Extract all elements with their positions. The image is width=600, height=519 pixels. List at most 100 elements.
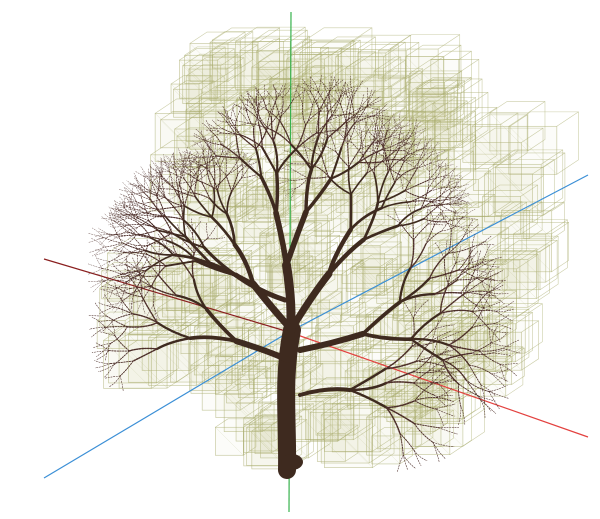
tree-branch <box>122 182 134 193</box>
tree-branch <box>226 148 230 160</box>
tree-branch <box>298 387 352 397</box>
tree-branch <box>330 108 340 121</box>
tree-branch <box>401 159 415 163</box>
tree-branch <box>409 190 431 203</box>
tree-branch <box>98 261 110 269</box>
tree-branch <box>161 178 177 191</box>
tree-branch <box>476 277 496 281</box>
tree-branch <box>475 304 484 319</box>
tree-branch <box>279 177 292 181</box>
tree-branch <box>413 382 435 396</box>
tree-branch <box>113 350 130 366</box>
voxel-cube <box>351 258 393 296</box>
tree-branch <box>167 194 178 201</box>
tree-branch <box>239 94 253 105</box>
tree-branch <box>111 207 123 220</box>
tree-branch <box>99 289 114 291</box>
tree-branch <box>204 141 218 157</box>
tree-branch <box>414 130 425 141</box>
tree-branch <box>145 238 148 258</box>
tree-branch <box>131 290 136 308</box>
tree-branch <box>233 103 248 110</box>
tree-branch <box>445 166 458 176</box>
tree-branch <box>387 155 407 173</box>
tree-branch <box>139 255 150 273</box>
tree-branch <box>117 208 135 216</box>
tree-branch <box>124 264 144 269</box>
tree-branch <box>112 207 125 209</box>
tree-branch <box>200 129 206 143</box>
tree-branch <box>125 231 137 241</box>
tree-branch <box>439 193 452 206</box>
tree-branch <box>280 97 284 117</box>
tree-branch <box>114 215 124 226</box>
tree-branch <box>409 238 415 269</box>
tree-branch <box>110 360 134 364</box>
tree-branch <box>359 134 367 150</box>
tree-branch <box>309 130 317 143</box>
tree-branch <box>142 284 153 301</box>
tree-branch <box>320 132 332 138</box>
tree-branch <box>183 221 193 234</box>
tree-branch <box>95 302 107 317</box>
tree-branch <box>439 309 474 314</box>
tree-branch <box>97 273 111 281</box>
tree-branch <box>331 136 337 153</box>
tree-branch <box>198 166 212 171</box>
tree-branch <box>165 155 175 166</box>
tree-branch <box>363 118 371 133</box>
tree-branch <box>325 111 329 139</box>
tree-branch <box>203 147 211 157</box>
tree-branch <box>399 433 404 456</box>
tree-branch <box>219 153 227 170</box>
voxel-cube <box>305 377 376 441</box>
tree-branch <box>414 383 432 402</box>
tree-branch <box>213 173 230 190</box>
tree-branch <box>130 201 144 209</box>
tree-branch <box>191 252 195 281</box>
tree-branch <box>149 172 160 187</box>
tree-branch <box>454 203 466 212</box>
tree-branch <box>449 196 463 200</box>
tree-branch <box>478 347 504 352</box>
tree-branch <box>140 166 152 181</box>
tree-branch <box>239 97 248 110</box>
tree-branch <box>163 158 169 172</box>
tree-branch <box>112 281 128 291</box>
tree-branch <box>491 373 505 387</box>
tree-branch <box>430 163 443 168</box>
tree-branch <box>93 281 104 293</box>
tree-branch <box>436 404 456 410</box>
tree-branch <box>448 179 452 192</box>
tree-branch <box>480 400 497 414</box>
tree-branch <box>438 166 450 175</box>
tree-branch <box>297 145 309 149</box>
tree-branch <box>350 113 366 115</box>
tree-branch <box>449 200 464 205</box>
tree-branch <box>149 163 152 181</box>
tree-branch <box>398 266 412 304</box>
tree-branch <box>248 122 270 130</box>
tree-branch <box>413 223 429 241</box>
tree-branch <box>359 97 370 110</box>
tree-branch <box>115 208 127 215</box>
tree-branch <box>133 192 151 200</box>
tree-branch <box>185 166 199 181</box>
tree-branch <box>427 223 445 226</box>
tree-branch <box>495 301 514 312</box>
tree-branch <box>315 128 320 143</box>
tree-branch <box>330 161 360 180</box>
tree-branch <box>361 119 368 133</box>
tree-branch <box>471 307 484 329</box>
tree-branch <box>154 171 169 174</box>
tree-branch <box>252 126 257 150</box>
tree-branch <box>241 174 255 179</box>
tree-branch <box>217 111 231 120</box>
tree-branch <box>429 158 431 172</box>
tree-branch <box>156 209 173 234</box>
tree-branch <box>479 290 484 309</box>
tree-branch <box>279 158 292 164</box>
tree-branch <box>485 270 503 280</box>
